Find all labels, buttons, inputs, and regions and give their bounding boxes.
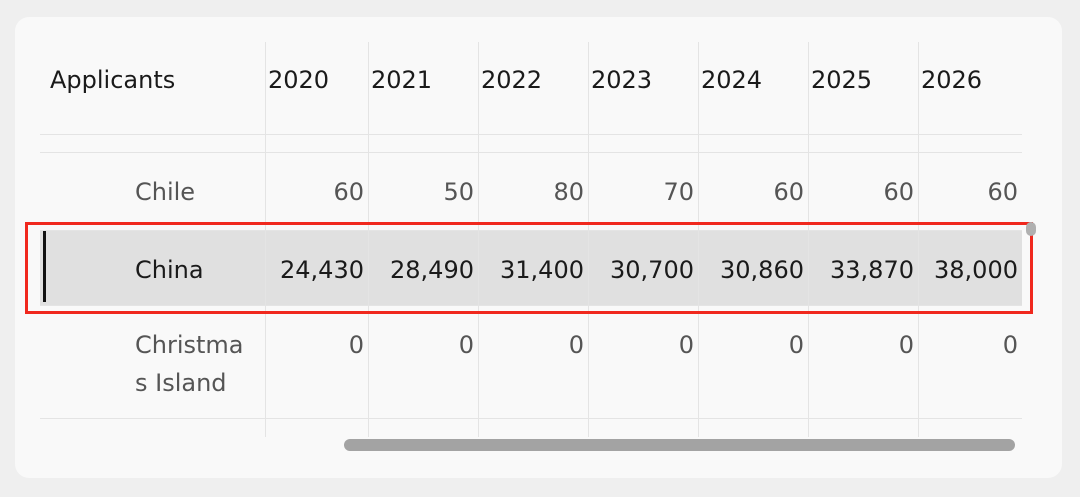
- cell[interactable]: 30,860: [720, 256, 804, 284]
- cell[interactable]: 28,490: [390, 256, 474, 284]
- vertical-scrollbar[interactable]: [1026, 222, 1036, 236]
- column-header[interactable]: 2022: [481, 66, 543, 94]
- cell[interactable]: 24,430: [280, 256, 364, 284]
- selected-row-bg[interactable]: [40, 230, 1022, 305]
- horizontal-scrollbar[interactable]: [344, 439, 1015, 451]
- column-divider: [588, 42, 589, 437]
- cell[interactable]: 80: [553, 178, 584, 206]
- selection-indicator: [43, 230, 46, 302]
- column-header[interactable]: 2025: [811, 66, 873, 94]
- column-divider: [698, 42, 699, 437]
- cell[interactable]: 33,870: [830, 256, 914, 284]
- cell[interactable]: 0: [678, 331, 694, 359]
- column-header[interactable]: 2023: [591, 66, 653, 94]
- cell[interactable]: 0: [1002, 331, 1018, 359]
- row-divider: [40, 305, 1022, 306]
- cell[interactable]: 0: [458, 331, 474, 359]
- cell[interactable]: 0: [898, 331, 914, 359]
- column-header[interactable]: 2021: [371, 66, 433, 94]
- column-header[interactable]: 2026: [921, 66, 983, 94]
- row-name[interactable]: Christmas Island: [135, 331, 244, 397]
- cell[interactable]: 70: [663, 178, 694, 206]
- cell[interactable]: 30,700: [610, 256, 694, 284]
- column-divider: [368, 42, 369, 437]
- header-divider: [40, 134, 1022, 135]
- cell[interactable]: 0: [788, 331, 804, 359]
- cell[interactable]: 0: [568, 331, 584, 359]
- cell[interactable]: 60: [987, 178, 1018, 206]
- row-divider: [40, 152, 1022, 153]
- column-divider: [808, 42, 809, 437]
- column-divider: [918, 42, 919, 437]
- column-divider: [265, 42, 266, 437]
- row-name[interactable]: China: [135, 256, 204, 284]
- cell[interactable]: 0: [348, 331, 364, 359]
- highlight-outline: [25, 222, 1033, 314]
- row-divider: [40, 418, 1022, 419]
- cell[interactable]: 31,400: [500, 256, 584, 284]
- cell[interactable]: 60: [773, 178, 804, 206]
- column-divider: [478, 42, 479, 437]
- column-header[interactable]: 2020: [268, 66, 330, 94]
- column-header[interactable]: 2024: [701, 66, 763, 94]
- cell[interactable]: 60: [333, 178, 364, 206]
- cell[interactable]: 50: [443, 178, 474, 206]
- cell[interactable]: 60: [883, 178, 914, 206]
- column-header[interactable]: Applicants: [50, 66, 176, 94]
- row-name[interactable]: Chile: [135, 178, 196, 206]
- row-divider: [40, 230, 1022, 231]
- cell[interactable]: 38,000: [934, 256, 1018, 284]
